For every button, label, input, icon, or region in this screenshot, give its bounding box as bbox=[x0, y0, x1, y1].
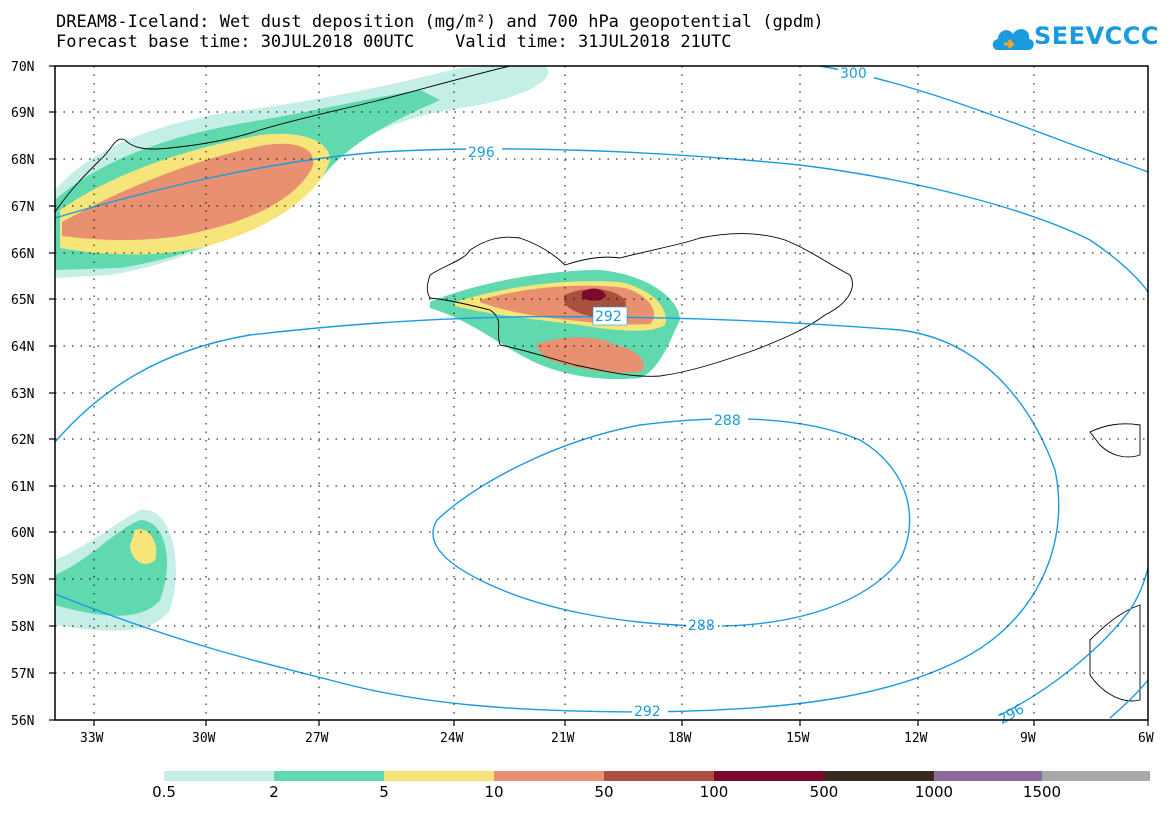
contour-296-north bbox=[54, 148, 1149, 293]
legend-swatch bbox=[604, 771, 714, 781]
legend-swatch bbox=[274, 771, 384, 781]
forecast-times: Forecast base time: 30JUL2018 00UTC Vali… bbox=[56, 32, 732, 52]
lat-lon-gridlines bbox=[55, 66, 1148, 720]
lat-label: 58N bbox=[11, 620, 34, 635]
lon-label: 18W bbox=[668, 731, 692, 746]
lat-label: 64N bbox=[11, 340, 34, 355]
contour-296-south-b bbox=[1109, 679, 1149, 719]
latitude-labels: 70N 69N 68N 67N 66N 65N 64N 63N 62N 61N … bbox=[11, 60, 34, 729]
lat-label: 56N bbox=[11, 714, 34, 729]
longitude-labels: 33W 30W 27W 24W 21W 18W 15W 12W 9W 6W bbox=[80, 731, 1154, 746]
cloud-icon bbox=[992, 29, 1034, 50]
faroe-coast bbox=[1089, 423, 1141, 458]
greenland-coast bbox=[54, 65, 511, 213]
dust-field-high bbox=[62, 143, 314, 241]
legend-swatch bbox=[494, 771, 604, 781]
geopotential-contours bbox=[54, 65, 1149, 719]
legend-swatch bbox=[164, 771, 274, 781]
lon-label: 27W bbox=[305, 731, 329, 746]
lat-label: 57N bbox=[11, 667, 34, 682]
dust-field-sw-medium bbox=[130, 529, 157, 565]
lat-label: 68N bbox=[11, 153, 34, 168]
contour-label-300: 300 bbox=[840, 66, 867, 82]
legend-label: 1000 bbox=[914, 783, 954, 801]
contour-label-292-iceland: 292 bbox=[595, 309, 622, 325]
contour-label-296-south: 296 bbox=[996, 701, 1027, 728]
legend-swatch bbox=[934, 771, 1042, 781]
contour-288 bbox=[432, 418, 911, 627]
legend-swatch bbox=[824, 771, 934, 781]
legend-swatch bbox=[1042, 771, 1150, 781]
dust-deposition-field bbox=[55, 65, 680, 631]
contour-label-288-north: 288 bbox=[714, 413, 741, 429]
lat-label: 67N bbox=[11, 200, 34, 215]
lon-label: 6W bbox=[1138, 731, 1154, 746]
dust-field-iceland-peak bbox=[582, 288, 606, 301]
lat-label: 61N bbox=[11, 480, 34, 495]
legend-label: 5 bbox=[379, 783, 389, 801]
lon-label: 21W bbox=[551, 731, 575, 746]
map-title: DREAM8-Iceland: Wet dust deposition (mg/… bbox=[56, 12, 824, 32]
legend-label: 500 bbox=[809, 783, 839, 801]
axis-ticks bbox=[49, 65, 1149, 726]
legend-colorbar bbox=[164, 771, 1150, 781]
lat-label: 63N bbox=[11, 387, 34, 402]
legend-label: 100 bbox=[699, 783, 729, 801]
lat-label: 66N bbox=[11, 247, 34, 262]
contour-label-296-north: 296 bbox=[468, 145, 495, 161]
lat-label: 62N bbox=[11, 433, 34, 448]
logo-text: SEEVCCC bbox=[1034, 22, 1159, 50]
legend-label: 2 bbox=[269, 783, 279, 801]
legend-label: 10 bbox=[484, 783, 504, 801]
lon-label: 12W bbox=[904, 731, 928, 746]
lon-label: 33W bbox=[80, 731, 104, 746]
legend-swatch bbox=[714, 771, 824, 781]
legend-label: 0.5 bbox=[152, 783, 176, 801]
contour-296-south bbox=[999, 567, 1149, 716]
lat-label: 70N bbox=[11, 60, 34, 75]
lon-label: 24W bbox=[440, 731, 464, 746]
contour-label-292-south: 292 bbox=[634, 704, 661, 720]
contour-292 bbox=[54, 315, 1060, 713]
contour-300 bbox=[819, 65, 1149, 173]
lat-label: 59N bbox=[11, 573, 34, 588]
legend-label: 1500 bbox=[1022, 783, 1062, 801]
lat-label: 60N bbox=[11, 526, 34, 541]
lat-label: 65N bbox=[11, 293, 34, 308]
lon-label: 15W bbox=[786, 731, 810, 746]
legend-swatch bbox=[384, 771, 494, 781]
lon-label: 30W bbox=[192, 731, 216, 746]
seevccc-logo: SEEVCCC bbox=[990, 18, 1159, 58]
legend-label: 50 bbox=[594, 783, 614, 801]
lat-label: 69N bbox=[11, 106, 34, 121]
contour-labels: 300 296 292 288 288 292 296 bbox=[466, 64, 1027, 728]
lon-label: 9W bbox=[1020, 731, 1036, 746]
scotland-coast bbox=[1089, 604, 1141, 702]
